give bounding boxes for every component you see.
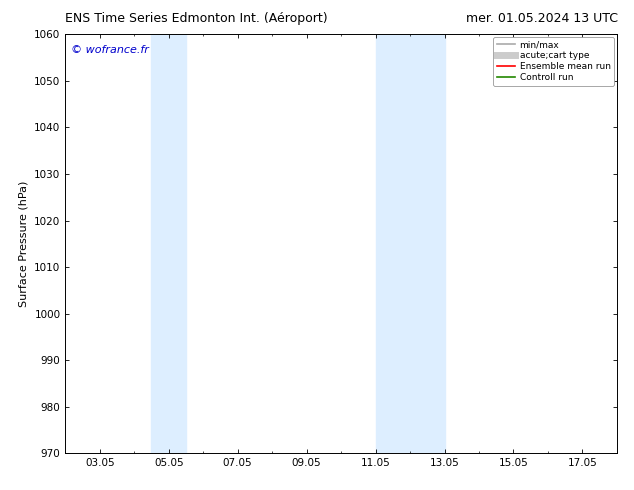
Legend: min/max, acute;cart type, Ensemble mean run, Controll run: min/max, acute;cart type, Ensemble mean … bbox=[493, 37, 614, 86]
Text: ENS Time Series Edmonton Int. (Aéroport): ENS Time Series Edmonton Int. (Aéroport) bbox=[65, 12, 328, 25]
Y-axis label: Surface Pressure (hPa): Surface Pressure (hPa) bbox=[18, 181, 29, 307]
Bar bbox=[375, 34, 444, 453]
Bar bbox=[152, 34, 186, 453]
Text: © wofrance.fr: © wofrance.fr bbox=[71, 45, 149, 55]
Text: mer. 01.05.2024 13 UTC: mer. 01.05.2024 13 UTC bbox=[466, 12, 618, 25]
